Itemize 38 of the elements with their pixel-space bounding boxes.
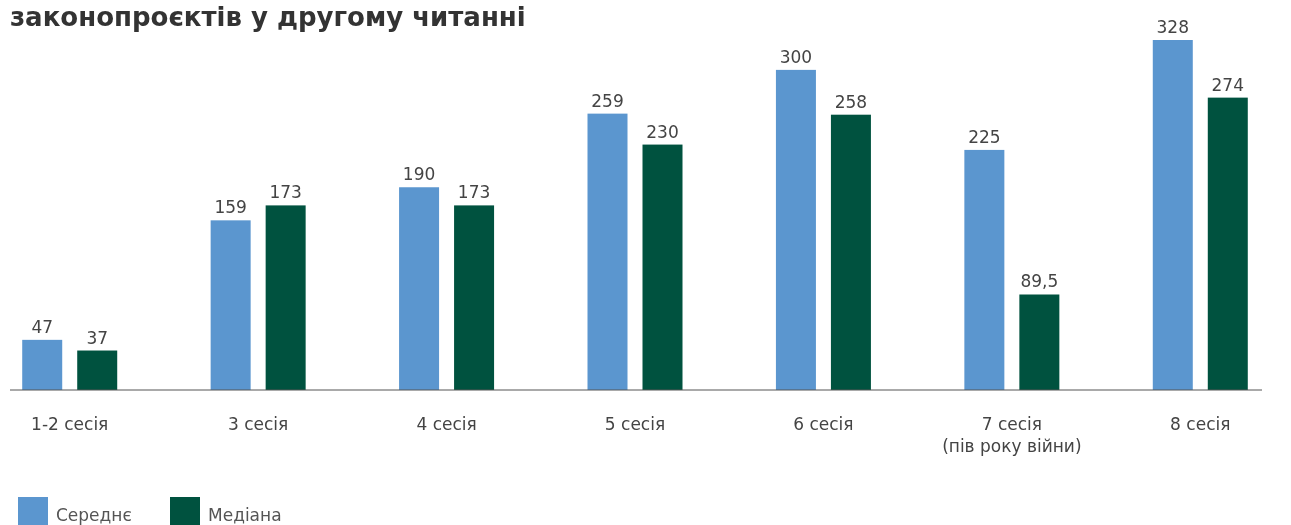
x-tick-label: 4 сесія [416,414,477,434]
x-tick-label: 1-2 сесія [31,414,109,434]
data-label: 47 [31,316,54,337]
data-label: 274 [1211,74,1245,95]
bar [1152,40,1193,390]
x-tick-label: 3 сесія [227,414,289,434]
data-label: 230 [646,121,679,142]
chart-title: законопроєктів у другому читанні [10,2,526,32]
x-tick-label: 6 сесія [793,414,854,434]
legend-label: Середнє [56,505,132,525]
bar [587,113,628,390]
legend-label: Медіана [208,505,282,525]
data-label: 37 [86,327,109,348]
bar [1019,294,1060,390]
bar [454,205,495,390]
data-label: 259 [591,90,624,111]
data-label: 159 [214,197,247,218]
bar [830,114,871,390]
bar [1207,97,1248,390]
data-label: 328 [1156,17,1190,37]
data-label: 190 [402,164,436,185]
data-label: 225 [968,126,1001,147]
bar [22,339,63,390]
bar [210,220,251,390]
bar [642,144,683,390]
data-label: 173 [457,182,491,203]
bar [775,69,816,390]
x-tick-label: 5 сесія [604,414,666,434]
data-label: 89,5 [1020,271,1059,292]
bar [399,187,440,390]
data-label: 300 [779,46,813,67]
x-tick-label: 7 сесія (пів року війни) [942,414,1082,456]
bar [265,205,306,390]
bar [77,350,118,390]
x-tick-label: 8 сесія [1170,414,1231,434]
data-label: 258 [834,91,868,112]
data-label: 173 [269,182,302,203]
bar [964,149,1005,390]
